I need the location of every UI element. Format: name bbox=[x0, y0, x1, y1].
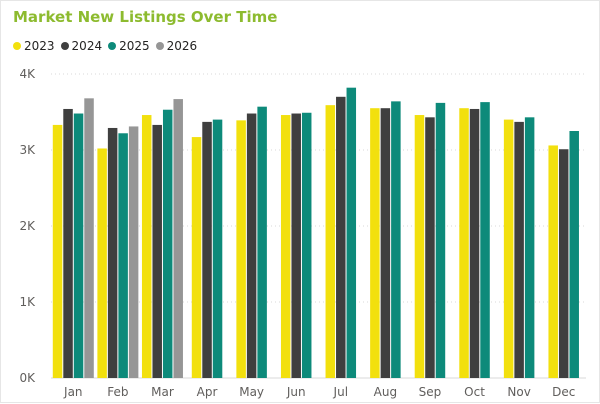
bar-2025-sep[interactable] bbox=[435, 102, 446, 378]
legend-marker bbox=[60, 42, 69, 50]
x-tick-label: May bbox=[239, 385, 264, 399]
legend-label: 2024 bbox=[71, 39, 103, 53]
legend-marker bbox=[155, 42, 164, 50]
bar-2025-aug[interactable] bbox=[391, 101, 401, 379]
bar-2023-apr[interactable] bbox=[191, 137, 202, 378]
bar-2023-sep[interactable] bbox=[414, 115, 425, 378]
bar-2023-oct[interactable] bbox=[459, 108, 469, 378]
x-tick-label: Dec bbox=[552, 385, 575, 399]
chart-title: Market New Listings Over Time bbox=[13, 8, 278, 26]
y-tick-label: 0K bbox=[19, 371, 36, 385]
legend-item-2025[interactable]: 2025 bbox=[108, 39, 150, 53]
y-tick-label: 1K bbox=[19, 295, 36, 309]
y-tick-label: 4K bbox=[19, 67, 36, 81]
bar-2023-nov[interactable] bbox=[503, 119, 514, 378]
bar-2025-mar[interactable] bbox=[162, 109, 173, 378]
x-tick-label: Jun bbox=[286, 385, 306, 399]
bar-2024-nov[interactable] bbox=[514, 121, 524, 378]
bar-2023-jul[interactable] bbox=[325, 105, 336, 378]
legend-label: 2026 bbox=[166, 39, 198, 53]
legend-marker bbox=[108, 42, 117, 50]
bar-2026-jan[interactable] bbox=[84, 98, 94, 378]
bar-2025-may[interactable] bbox=[257, 106, 267, 379]
x-tick-label: Oct bbox=[464, 385, 485, 399]
bar-2024-oct[interactable] bbox=[469, 108, 480, 379]
bar-2023-jan[interactable] bbox=[52, 124, 63, 378]
bar-2023-mar[interactable] bbox=[141, 115, 152, 378]
bar-2024-apr[interactable] bbox=[202, 121, 212, 378]
bar-2023-dec[interactable] bbox=[548, 145, 558, 378]
bar-2025-jul[interactable] bbox=[346, 87, 357, 379]
x-tick-label: Apr bbox=[197, 385, 218, 399]
legend-label: 2025 bbox=[119, 39, 150, 53]
legend-item-2026[interactable]: 2026 bbox=[155, 39, 198, 53]
y-tick-label: 2K bbox=[19, 219, 36, 233]
bar-2023-may[interactable] bbox=[236, 120, 246, 379]
bar-2024-mar[interactable] bbox=[152, 124, 162, 378]
bar-2025-apr[interactable] bbox=[212, 119, 223, 378]
x-tick-label: Feb bbox=[107, 385, 128, 399]
bar-2024-feb[interactable] bbox=[107, 127, 118, 379]
legend-label: 2023 bbox=[24, 39, 55, 53]
bar-2025-nov[interactable] bbox=[524, 117, 535, 378]
x-tick-label: Jan bbox=[63, 385, 83, 399]
legend: 2023 2024 2025 2026 bbox=[13, 39, 203, 53]
bar-2025-jan[interactable] bbox=[73, 113, 84, 379]
bar-2024-jun[interactable] bbox=[291, 113, 301, 379]
bar-2026-mar[interactable] bbox=[173, 99, 183, 378]
x-tick-label: Aug bbox=[374, 385, 397, 399]
bar-2024-dec[interactable] bbox=[558, 149, 569, 378]
bar-2025-oct[interactable] bbox=[480, 102, 490, 379]
bar-2024-jul[interactable] bbox=[336, 96, 346, 379]
bar-2023-feb[interactable] bbox=[97, 148, 107, 378]
legend-item-2023[interactable]: 2023 bbox=[13, 39, 55, 53]
legend-item-2024[interactable]: 2024 bbox=[60, 39, 103, 53]
bar-2024-sep[interactable] bbox=[425, 117, 435, 378]
bar-2025-feb[interactable] bbox=[118, 133, 128, 378]
x-tick-label: Sep bbox=[419, 385, 442, 399]
bar-2024-aug[interactable] bbox=[380, 108, 391, 378]
x-tick-label: Nov bbox=[507, 385, 530, 399]
legend-marker bbox=[13, 42, 21, 50]
bar-2023-jun[interactable] bbox=[280, 115, 291, 378]
x-tick-label: Jul bbox=[333, 385, 348, 399]
bar-2025-dec[interactable] bbox=[569, 131, 579, 378]
y-tick-label: 3K bbox=[19, 143, 36, 157]
x-tick-label: Mar bbox=[151, 385, 174, 399]
bar-2024-may[interactable] bbox=[246, 113, 257, 379]
bar-2025-jun[interactable] bbox=[301, 112, 312, 378]
bar-2023-aug[interactable] bbox=[370, 108, 380, 378]
bar-2026-feb[interactable] bbox=[128, 126, 139, 378]
bar-2024-jan[interactable] bbox=[63, 108, 73, 379]
